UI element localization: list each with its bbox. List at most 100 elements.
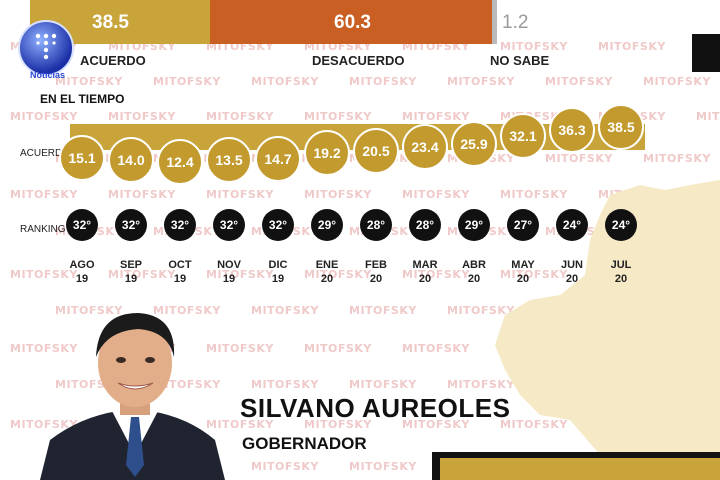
watermark-text: MITOFSKY	[206, 110, 274, 123]
trend-title: EN EL TIEMPO	[40, 92, 125, 106]
acuerdo-point: 23.4	[402, 124, 448, 171]
watermark-text: MITOFSKY	[304, 188, 372, 201]
year-label: 20	[320, 273, 334, 285]
watermark-text: MITOFSKY	[500, 188, 568, 201]
ranking-badge: 24°	[605, 209, 637, 241]
acuerdo-point: 20.5	[353, 128, 399, 174]
acuerdo-point: 25.9	[451, 120, 497, 167]
watermark-text: MITOFSKY	[108, 188, 176, 201]
corner-tab	[692, 34, 720, 72]
ranking-badge: 29°	[458, 209, 490, 241]
ranking-badge: 32°	[66, 209, 98, 241]
watermark-text: MITOFSKY	[696, 110, 720, 123]
state-name-banner-inner	[440, 458, 720, 480]
acuerdo-label: ACUERDO	[80, 53, 146, 68]
governor-photo	[40, 313, 225, 480]
ranking-badge: 32°	[213, 209, 245, 241]
month-label: ENE 20	[307, 258, 347, 286]
acuerdo-point: 38.5	[598, 104, 644, 150]
watermark-text: MITOFSKY	[153, 378, 221, 391]
month-label: JUN 20	[552, 258, 592, 286]
watermark-text: MITOFSKY	[545, 152, 613, 165]
year-label: 19	[222, 273, 236, 285]
month-label: SEP 19	[111, 258, 151, 286]
ranking-badge: 27°	[507, 209, 539, 241]
month-label: ABR 20	[454, 258, 494, 286]
watermark-text: MITOFSKY	[10, 110, 78, 123]
watermark-text: MITOFSKY	[349, 378, 417, 391]
watermark-text: MITOFSKY	[206, 188, 274, 201]
ranking-row-label: RANKING	[20, 224, 66, 235]
watermark-text: MITOFSKY	[153, 304, 221, 317]
watermark-text: MITOFSKY	[304, 110, 372, 123]
ranking-badge: 24°	[556, 209, 588, 241]
watermark-text: MITOFSKY	[108, 268, 176, 281]
watermark-text: MITOFSKY	[500, 40, 568, 53]
no-sabe-bar	[492, 0, 497, 44]
ranking-badge: 32°	[164, 209, 196, 241]
watermark-text: MITOFSKY	[251, 304, 319, 317]
year-label: 19	[271, 273, 285, 285]
acuerdo-point: 13.5	[206, 137, 252, 184]
watermark-text: MITOFSKY	[304, 418, 372, 431]
year-label: 19	[75, 273, 89, 285]
watermark-text: MITOFSKY	[10, 418, 78, 431]
year-label: 19	[124, 273, 138, 285]
watermark-text: MITOFSKY	[643, 75, 711, 88]
acuerdo-point: 14.0	[108, 136, 154, 183]
watermark-text: MITOFSKY	[206, 418, 274, 431]
watermark-text: MITOFSKY	[402, 342, 470, 355]
acuerdo-point: 32.1	[500, 112, 546, 159]
month-label: DIC 19	[258, 258, 298, 286]
person-role: GOBERNADOR	[242, 434, 367, 453]
watermark-text: MITOFSKY	[545, 75, 613, 88]
watermark-text: MITOFSKY	[643, 152, 711, 165]
year-label: 20	[418, 273, 432, 285]
year-label: 20	[614, 273, 628, 285]
watermark-text: MITOFSKY	[108, 110, 176, 123]
watermark-text: MITOFSKY	[447, 75, 515, 88]
ranking-badge: 32°	[262, 209, 294, 241]
acuerdo-value: 38.5	[92, 12, 129, 33]
year-label: 19	[173, 273, 187, 285]
watermark-text: MITOFSKY	[598, 40, 666, 53]
year-label: 20	[565, 273, 579, 285]
year-label: 20	[516, 273, 530, 285]
watermark-text: MITOFSKY	[10, 268, 78, 281]
ranking-badge: 29°	[311, 209, 343, 241]
desacuerdo-value: 60.3	[334, 12, 371, 33]
watermark-text: MITOFSKY	[402, 268, 470, 281]
desacuerdo-bar	[210, 0, 492, 44]
month-label: OCT 19	[160, 258, 200, 286]
watermark-text: MITOFSKY	[349, 460, 417, 473]
watermark-text: MITOFSKY	[153, 75, 221, 88]
year-label: 20	[369, 273, 383, 285]
acuerdo-point: 12.4	[157, 138, 203, 185]
logo-text: Noticias	[30, 70, 66, 80]
watermark-text: MITOFSKY	[251, 460, 319, 473]
no-sabe-value: 1.2	[502, 12, 529, 33]
watermark-text: MITOFSKY	[10, 342, 78, 355]
watermark-text: MITOFSKY	[304, 268, 372, 281]
watermark-text: MITOFSKY	[206, 268, 274, 281]
month-label: JUL 20	[601, 258, 641, 286]
acuerdo-point: 14.7	[255, 135, 301, 182]
acuerdo-point: 15.1	[59, 135, 105, 182]
ranking-badge: 28°	[360, 209, 392, 241]
watermark-text: MITOFSKY	[55, 75, 123, 88]
watermark-text: MITOFSKY	[10, 188, 78, 201]
watermark-text: MITOFSKY	[251, 75, 319, 88]
watermark-text: MITOFSKY	[500, 268, 568, 281]
person-name: SILVANO AUREOLES	[240, 393, 511, 423]
month-label: FEB 20	[356, 258, 396, 286]
month-label: MAR 20	[405, 258, 445, 286]
year-label: 20	[467, 273, 481, 285]
acuerdo-point: 36.3	[549, 106, 595, 153]
acuerdo-point: 19.2	[304, 129, 350, 176]
ranking-badge: 28°	[409, 209, 441, 241]
watermark-text: MITOFSKY	[349, 304, 417, 317]
watermark-text: MITOFSKY	[304, 342, 372, 355]
no-sabe-label: NO SABE	[490, 53, 550, 68]
watermark-text: MITOFSKY	[447, 304, 515, 317]
desacuerdo-label: DESACUERDO	[312, 53, 405, 68]
